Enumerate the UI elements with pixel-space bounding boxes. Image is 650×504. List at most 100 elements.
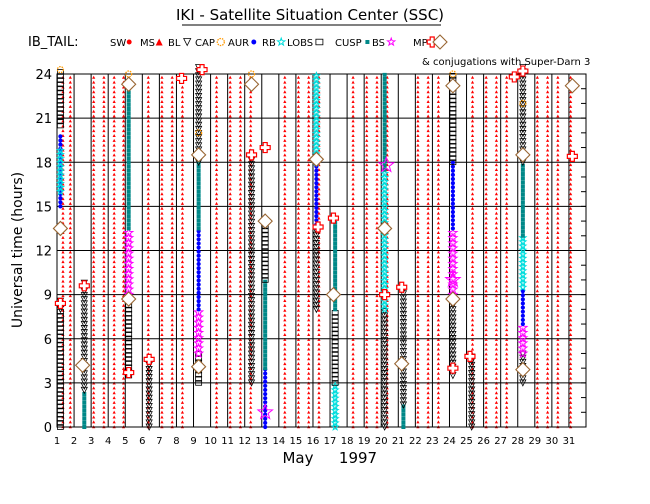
ms-mark — [214, 206, 219, 210]
pass-mark-lobs — [57, 81, 64, 88]
pass-mark-lobs — [331, 318, 339, 324]
pass-mark-lobs — [125, 310, 133, 317]
ms-mark — [146, 332, 150, 336]
ms-mark — [146, 104, 150, 108]
ms-mark — [228, 260, 232, 264]
ms-mark — [92, 279, 96, 283]
ms-mark — [160, 109, 164, 113]
ms-mark — [170, 182, 174, 186]
ms-mark — [351, 158, 355, 162]
ms-mark — [546, 371, 550, 375]
ms-mark — [112, 342, 116, 346]
ms-mark — [283, 153, 287, 157]
ms-mark — [484, 245, 488, 249]
ms-mark — [307, 265, 311, 269]
ms-mark — [238, 274, 243, 278]
ms-mark — [180, 133, 185, 137]
ms-mark — [416, 240, 420, 244]
ms-mark — [170, 299, 174, 303]
ms-mark — [546, 420, 550, 424]
ms-mark — [317, 400, 321, 404]
ms-mark — [121, 231, 126, 235]
pass-mark-lobs — [449, 101, 457, 108]
ms-mark — [470, 187, 475, 191]
ms-mark — [160, 415, 164, 419]
pass-mark-cusp — [263, 329, 268, 334]
ms-mark — [375, 337, 379, 341]
ms-mark — [121, 328, 126, 332]
ms-mark — [68, 303, 72, 307]
ms-mark — [416, 415, 420, 419]
ms-mark — [180, 114, 185, 118]
ms-mark — [569, 216, 573, 220]
pass-mark-cusp — [382, 109, 387, 114]
ms-mark — [416, 201, 420, 205]
ms-mark — [228, 192, 232, 196]
ms-mark — [68, 366, 72, 370]
ms-mark — [112, 396, 116, 400]
pass-mark-aur — [314, 176, 319, 182]
ms-mark — [535, 124, 539, 128]
ms-mark — [170, 366, 174, 370]
ms-mark — [416, 366, 420, 370]
pass-mark-aur — [314, 209, 319, 215]
ms-mark — [317, 342, 321, 346]
ms-mark — [484, 328, 488, 332]
ms-mark — [112, 400, 116, 404]
ms-mark — [416, 90, 420, 94]
ms-mark — [436, 182, 440, 186]
ms-mark — [214, 197, 219, 201]
ms-mark — [121, 410, 126, 414]
pass-mark-bl — [468, 407, 476, 415]
ms-mark — [375, 308, 379, 312]
ms-mark — [92, 172, 96, 176]
pass-mark-bl — [399, 339, 408, 348]
pass-mark-bl — [449, 310, 457, 318]
ms-mark — [296, 124, 301, 128]
ms-mark — [283, 197, 287, 201]
pass-mark-bl — [80, 312, 88, 320]
ms-mark — [546, 211, 550, 215]
ms-mark — [426, 260, 430, 264]
ms-mark — [436, 405, 440, 409]
ms-mark — [170, 153, 174, 157]
ms-mark — [317, 362, 321, 366]
pass-mark-lobs — [57, 387, 64, 393]
ms-mark — [296, 255, 301, 259]
y-tick-label: 12 — [35, 245, 52, 260]
ms-mark — [68, 216, 72, 220]
pass-mark-bl — [145, 403, 153, 411]
pass-mark-lobs — [449, 130, 457, 137]
ms-mark — [170, 323, 174, 327]
pass-mark-bl — [449, 322, 457, 330]
ms-mark — [546, 313, 550, 317]
pass-mark-cusp — [333, 237, 338, 242]
ms-mark — [484, 386, 488, 390]
pass-mark-bl — [468, 423, 476, 431]
pass-mark-bl — [247, 367, 256, 375]
ms-mark — [296, 75, 301, 79]
ms-mark — [307, 347, 311, 351]
pass-mark-lobs — [57, 407, 64, 414]
ms-mark — [436, 80, 440, 84]
ms-mark — [238, 260, 243, 264]
ms-mark — [307, 177, 311, 181]
ms-mark — [351, 265, 355, 269]
pass-mark-cusp — [382, 151, 387, 156]
ms-mark — [170, 187, 174, 191]
ms-mark — [426, 231, 430, 235]
ms-mark — [228, 119, 232, 123]
ms-mark — [238, 231, 243, 235]
ms-mark — [228, 124, 232, 128]
ms-mark — [160, 260, 164, 264]
pass-mark-cusp — [263, 308, 268, 313]
ms-mark — [68, 80, 72, 84]
ms-mark — [180, 172, 185, 176]
pass-mark-lobs — [125, 315, 133, 321]
ms-mark — [416, 197, 420, 201]
ms-mark — [416, 80, 420, 84]
ms-mark — [146, 240, 150, 244]
ms-mark — [121, 119, 126, 123]
ms-mark — [535, 235, 539, 239]
ms-mark — [365, 109, 369, 113]
